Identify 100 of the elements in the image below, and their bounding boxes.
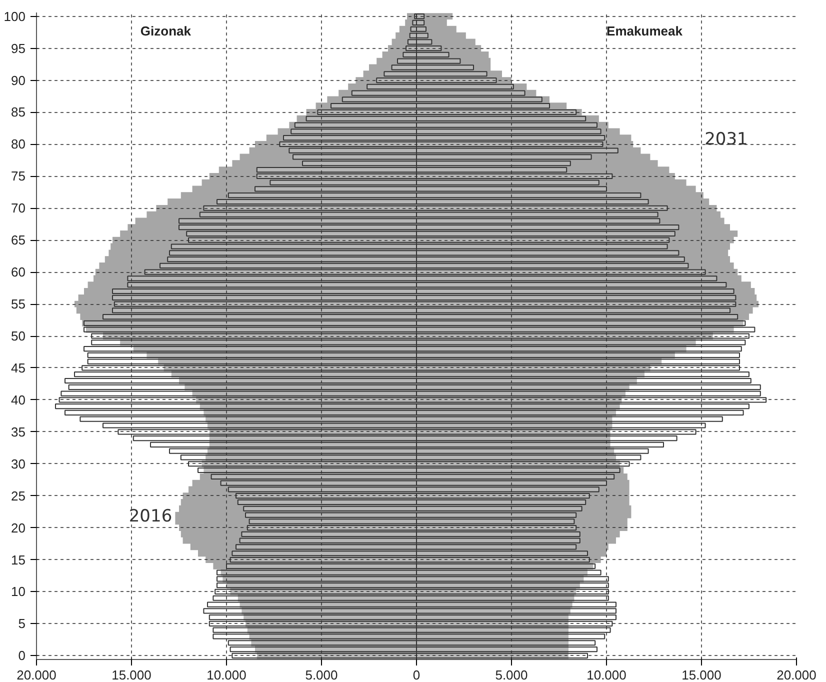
bar [416, 32, 428, 38]
bar [416, 499, 586, 506]
bar [306, 116, 417, 122]
bar [391, 64, 417, 70]
bar [68, 384, 417, 390]
bar [87, 352, 417, 358]
bar [416, 518, 575, 524]
bar [60, 390, 417, 396]
bar [239, 538, 417, 544]
bar [416, 256, 685, 262]
bar [416, 180, 600, 186]
bar [416, 454, 642, 460]
bar [127, 282, 417, 288]
bar [416, 166, 568, 173]
bar [248, 518, 417, 524]
bar [228, 192, 417, 198]
bar [416, 52, 450, 58]
bar [416, 186, 607, 192]
bar [170, 244, 417, 250]
bar [416, 148, 618, 154]
y-tick-label: 95 [11, 40, 26, 56]
bar [416, 608, 616, 614]
bar [416, 90, 526, 96]
bar [416, 442, 664, 448]
bar [294, 122, 417, 128]
bar [416, 358, 740, 364]
y-tick-label: 35 [11, 424, 26, 440]
bar [416, 614, 616, 620]
bar [132, 435, 417, 442]
bar [74, 372, 417, 378]
bar [178, 224, 417, 230]
bar [416, 308, 730, 314]
x-tick-label: 20.000 [776, 668, 816, 682]
bar [416, 122, 598, 128]
bar [112, 294, 417, 300]
bar [243, 506, 417, 512]
bar [169, 250, 417, 256]
y-tick-label: 60 [11, 264, 26, 280]
bar [84, 320, 417, 326]
bar [416, 563, 596, 569]
bar [64, 410, 417, 416]
bar [416, 250, 680, 256]
bar [237, 499, 417, 506]
bar [169, 448, 417, 454]
y-tick-label: 20 [11, 520, 26, 536]
bar [210, 474, 417, 480]
bar [416, 224, 680, 230]
x-tick-label: 5.000 [495, 668, 528, 682]
bar [416, 372, 750, 378]
text: 2016 [128, 506, 172, 527]
bar [416, 416, 723, 422]
annotation: Gizonak [140, 24, 192, 39]
y-tick-label: 15 [11, 552, 26, 568]
bar [208, 614, 417, 620]
bar [416, 314, 738, 320]
bar [228, 486, 417, 492]
x-tick-label: 5.000 [305, 668, 338, 682]
bar [416, 71, 488, 77]
bar [416, 544, 577, 550]
bar [416, 276, 718, 282]
bar [416, 282, 727, 288]
bar [416, 333, 750, 339]
bar [384, 71, 417, 77]
y-tick-label: 0 [18, 648, 26, 664]
y-tick-label: 40 [11, 392, 26, 408]
bar [80, 416, 417, 422]
bar [416, 634, 606, 640]
bar [55, 404, 417, 410]
y-tick-label: 85 [11, 104, 26, 120]
bar [416, 244, 668, 250]
bar [416, 582, 609, 588]
bar [288, 148, 417, 154]
bar [416, 262, 689, 268]
bar [102, 422, 417, 428]
bar [112, 288, 417, 294]
bar [416, 646, 598, 652]
bar [416, 538, 580, 544]
bar [232, 550, 417, 556]
bar [416, 570, 602, 576]
x-tick-label: 20.000 [16, 668, 56, 682]
bar [416, 20, 425, 26]
bar [416, 378, 752, 384]
bar [416, 39, 432, 45]
bar [87, 358, 417, 364]
bar [270, 180, 417, 186]
bar [416, 212, 658, 218]
bar [220, 480, 417, 486]
bar [112, 308, 417, 314]
bar [416, 384, 761, 390]
y-tick-label: 50 [11, 328, 26, 344]
y-tick-label: 100 [4, 8, 26, 24]
bar [416, 627, 611, 633]
bar [416, 595, 609, 601]
bar [416, 294, 736, 300]
bar [226, 563, 417, 569]
bar [416, 218, 660, 224]
bar [290, 128, 417, 134]
annotation: Emakumeak [606, 24, 684, 39]
bar [416, 365, 740, 371]
bar [416, 128, 602, 134]
